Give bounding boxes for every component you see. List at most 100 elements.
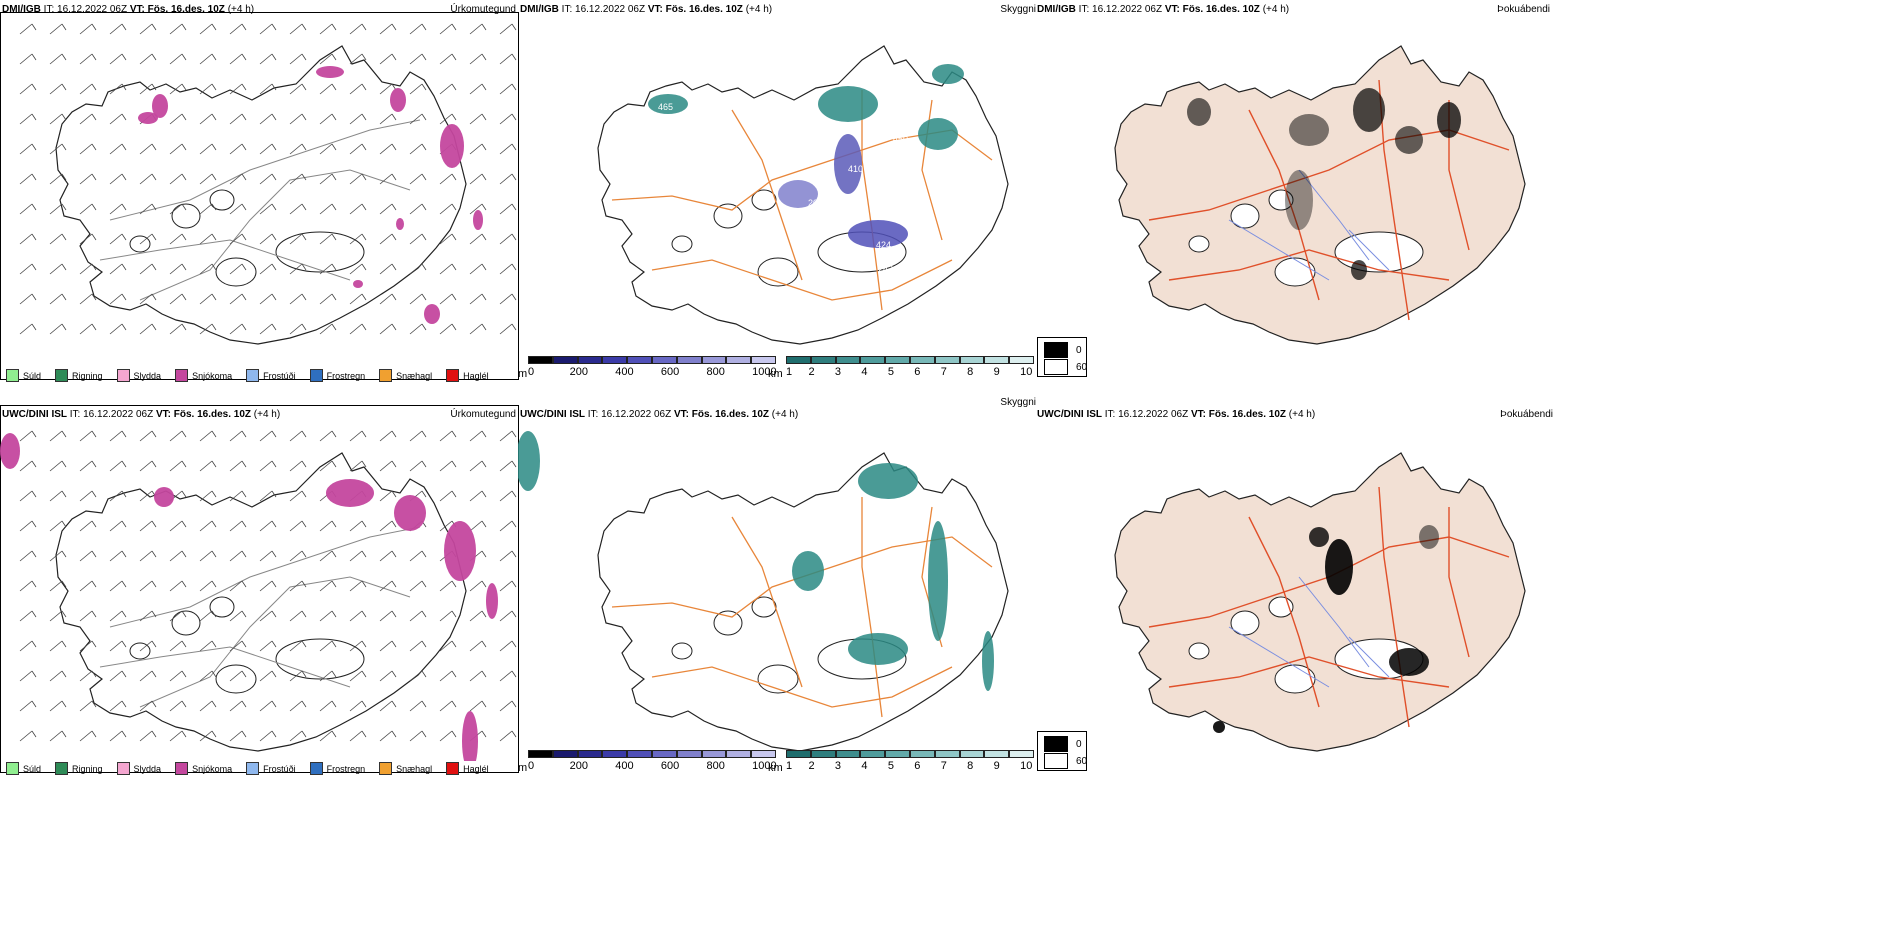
wind-barb (379, 610, 393, 622)
ceiling-colorbar: m 0 200 400 600 800 1000 (518, 750, 778, 774)
panel-header: UWC/DINI ISL IT: 16.12.2022 06Z VT: Fös.… (520, 409, 799, 420)
wind-barb (469, 203, 483, 215)
glacier-outline (1230, 203, 1260, 229)
wind-barb (379, 173, 393, 185)
wind-barb-tick (391, 23, 397, 31)
wind-barb (379, 700, 393, 712)
wind-barb-tick (271, 520, 277, 528)
wind-barb-tick (121, 173, 127, 181)
wind-barb-tick (31, 263, 37, 271)
wind-barb-tick (481, 520, 487, 528)
wind-barb (319, 113, 333, 125)
colorbar-tick-label: 600 (660, 760, 680, 772)
wind-barb-tick (331, 293, 337, 301)
legend-swatch (379, 762, 393, 775)
wind-barb-tick (271, 113, 277, 121)
wind-barb-tick (121, 263, 127, 271)
wind-barb (229, 730, 243, 742)
wind-barb-tick (271, 640, 277, 648)
wind-barb-tick (511, 670, 517, 678)
wind-barb-tick (31, 490, 37, 498)
wind-barb-tick (181, 263, 187, 271)
legend-swatch (446, 762, 460, 775)
wind-barb (379, 83, 393, 95)
fog-area (1395, 126, 1423, 154)
wind-barb (319, 143, 333, 155)
wind-barb (199, 520, 213, 532)
wind-barb (409, 113, 423, 125)
wind-barb-tick (331, 173, 337, 181)
wind-barb-tick (511, 203, 517, 211)
wind-barb-tick (121, 203, 127, 211)
panel-title: Skyggni (1000, 4, 1036, 15)
wind-barb (229, 460, 243, 472)
colorbar-cell (602, 356, 628, 364)
wind-barb (49, 23, 63, 35)
wind-barb-tick (181, 430, 187, 438)
wind-barb (379, 520, 393, 532)
colorbar-tick-label: 0 (528, 760, 535, 772)
wind-barb (79, 323, 93, 335)
wind-barb-tick (211, 520, 217, 528)
wind-barb (319, 23, 333, 35)
wind-barb (439, 670, 453, 682)
colorbar-cell (860, 750, 886, 758)
wind-barb-tick (421, 143, 427, 151)
wind-barb (139, 203, 153, 215)
wind-barb (169, 173, 183, 185)
wind-barb-tick (271, 430, 277, 438)
wind-barb-tick (121, 640, 127, 648)
wind-barb (79, 203, 93, 215)
wind-barb (409, 550, 423, 562)
wind-barb-tick (61, 203, 67, 211)
legend-swatch (309, 762, 323, 775)
wind-barb-tick (91, 323, 97, 331)
fog-legend-label: 60 (1076, 755, 1088, 767)
legend-swatch (175, 762, 189, 775)
wind-barb-tick (91, 430, 97, 438)
fog-legend-swatch (1044, 736, 1068, 752)
wind-barb-tick (181, 580, 187, 588)
wind-barb-tick (391, 143, 397, 151)
wind-barb (19, 83, 33, 95)
colorbar-cell (651, 750, 677, 758)
wind-barb (139, 670, 153, 682)
wind-barb (199, 293, 213, 305)
wind-barb-tick (181, 640, 187, 648)
wind-barb (109, 23, 123, 35)
wind-barb (499, 670, 513, 682)
wind-barb (229, 550, 243, 562)
wind-barb-tick (451, 490, 457, 498)
fog-legend-item: 0 (1044, 342, 1082, 358)
wind-barb (199, 550, 213, 562)
wind-barb-tick (61, 460, 67, 468)
wind-barb-tick (451, 83, 457, 91)
ceiling-value-label: 20 (808, 198, 818, 208)
wind-barb (349, 730, 363, 742)
wind-barb-tick (61, 520, 67, 528)
wind-barb (499, 263, 513, 275)
wind-barb (259, 550, 273, 562)
fog-area (1351, 260, 1367, 280)
wind-barb-tick (91, 490, 97, 498)
colorbar-cell (885, 356, 910, 364)
wind-barb (199, 610, 213, 622)
colorbar-cell (1009, 356, 1034, 364)
colorbar-cell (835, 356, 861, 364)
low-visibility-area (848, 220, 908, 248)
wind-barb (409, 323, 423, 335)
wind-barb (259, 113, 273, 125)
wind-barb-tick (271, 700, 277, 708)
wind-barb (289, 173, 303, 185)
legend-swatch (116, 762, 130, 775)
wind-barb (109, 580, 123, 592)
wind-barb (289, 293, 303, 305)
legend-item: Frostúði (246, 369, 296, 382)
snowfall-area (462, 711, 478, 761)
wind-barb-tick (61, 700, 67, 708)
wind-barb (409, 143, 423, 155)
wind-barb (229, 113, 243, 125)
glacier-outline (171, 610, 201, 636)
wind-barb-tick (271, 610, 277, 618)
wind-barb (139, 730, 153, 742)
